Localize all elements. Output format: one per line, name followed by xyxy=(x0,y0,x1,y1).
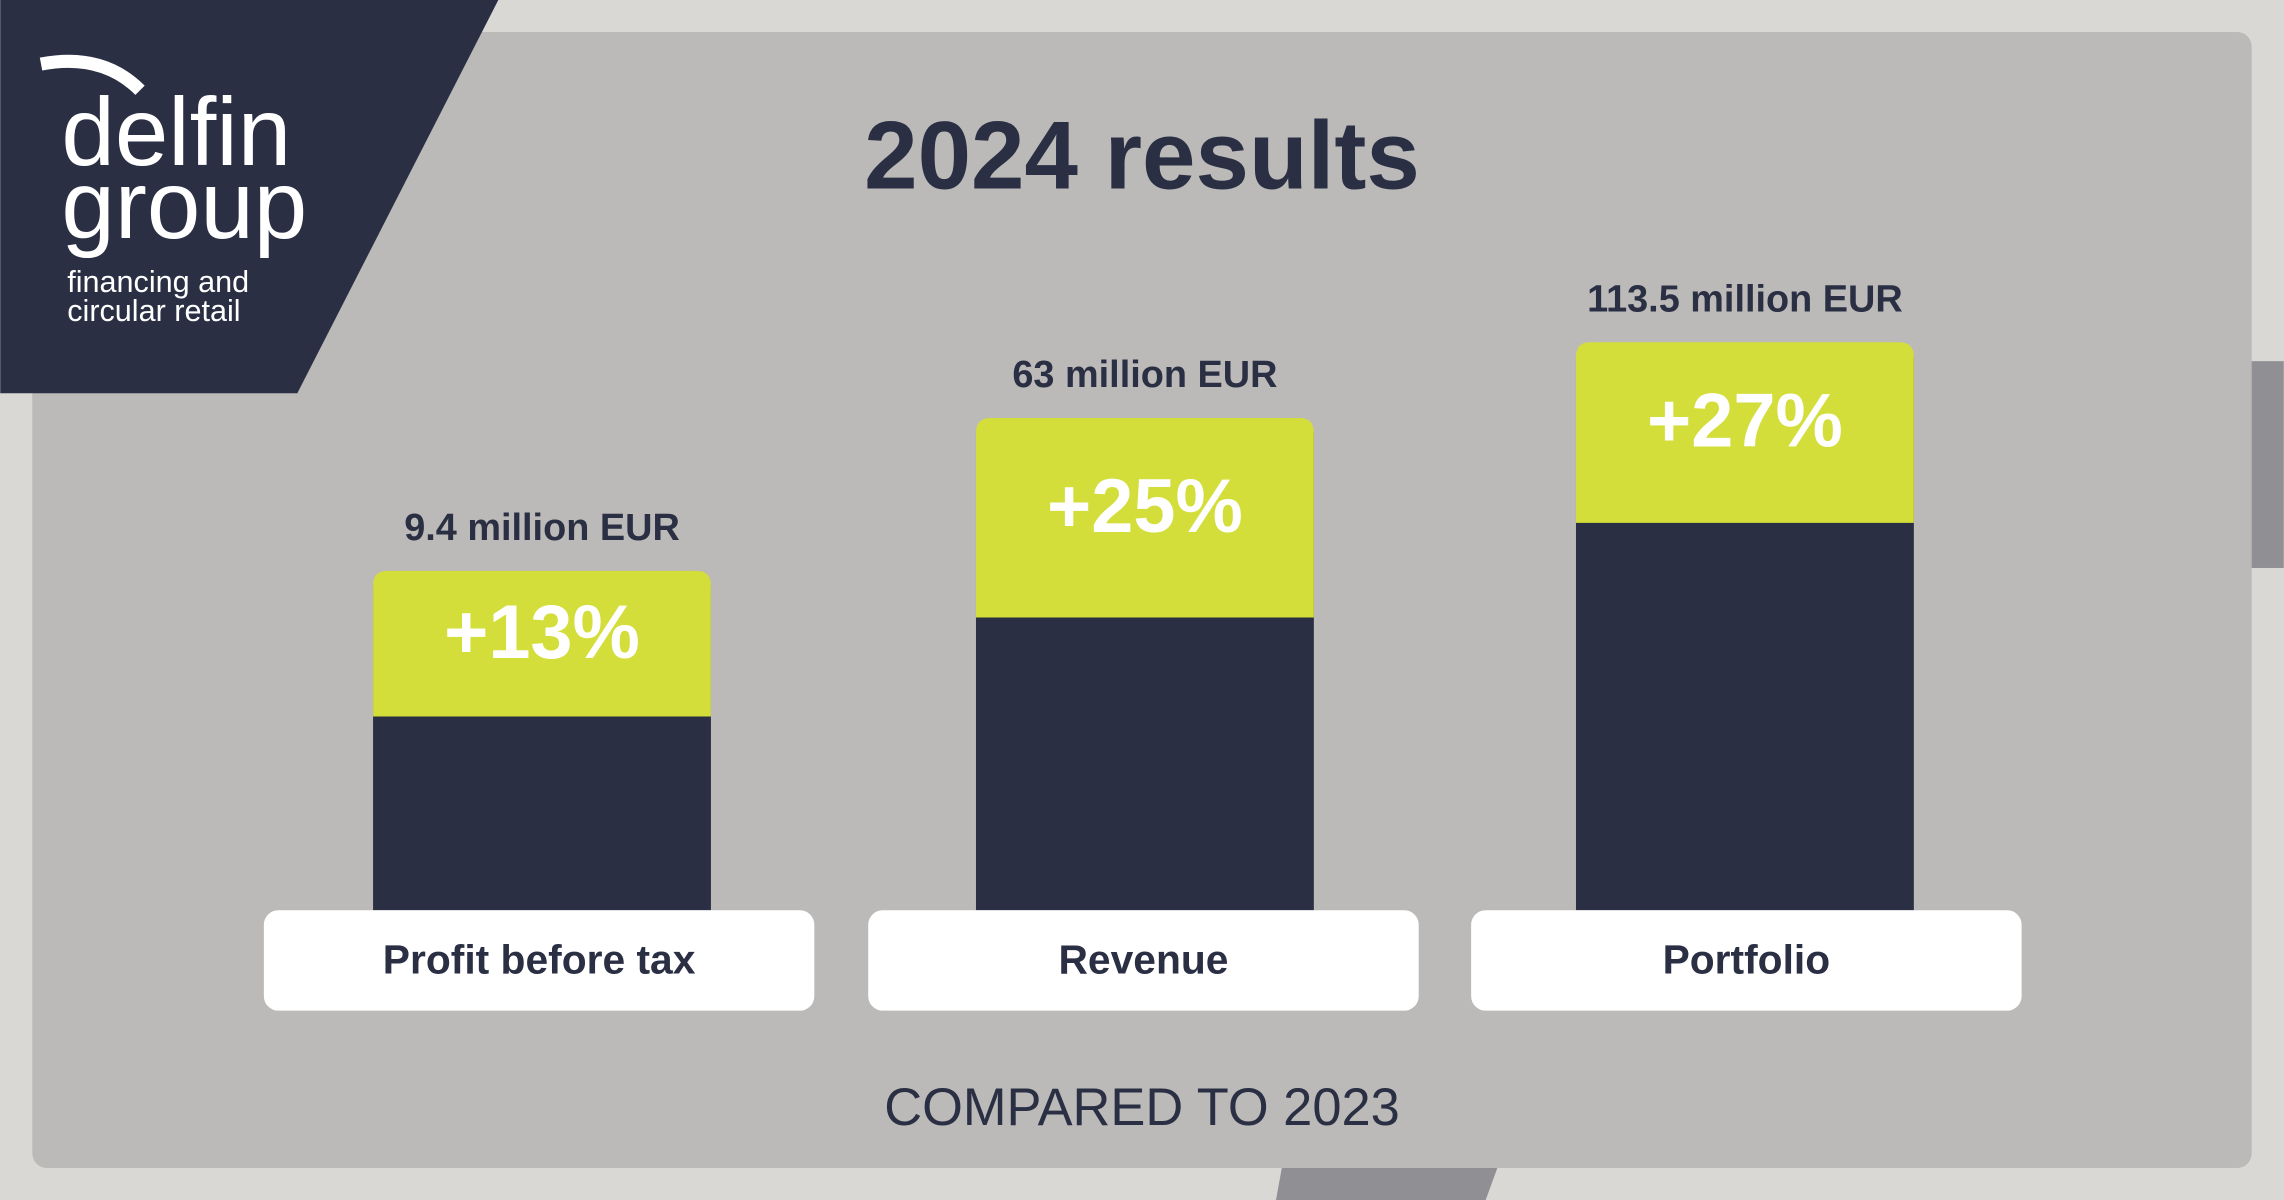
footer: COMPARED TO 2023 xyxy=(884,1079,1400,1137)
logo-panel xyxy=(0,0,499,394)
change: +25% xyxy=(1047,464,1243,549)
bottom-stripe xyxy=(1275,1167,1498,1200)
change: +13% xyxy=(444,590,640,675)
bar-top xyxy=(975,417,1314,618)
logo-text: group xyxy=(61,152,307,259)
label-box xyxy=(263,910,815,1011)
label: Profit before tax xyxy=(383,936,696,982)
label: Portfolio xyxy=(1663,936,1831,982)
bar-top xyxy=(373,570,711,717)
label-box xyxy=(1471,910,2022,1011)
title: 2024 results xyxy=(864,102,1420,209)
change: +27% xyxy=(1647,379,1843,464)
logo-text: delfin xyxy=(61,79,291,186)
logo-tagline: financing and xyxy=(67,265,249,299)
amount: 63 million EUR xyxy=(1012,354,1277,396)
amount: 113.5 million EUR xyxy=(1587,278,1903,320)
logo-tagline: circular retail xyxy=(67,294,240,328)
label: Revenue xyxy=(1058,936,1228,982)
label-box xyxy=(868,910,1419,1011)
amount: 9.4 million EUR xyxy=(404,507,680,549)
logo-arc xyxy=(39,54,145,96)
bar-top xyxy=(1575,342,1914,523)
